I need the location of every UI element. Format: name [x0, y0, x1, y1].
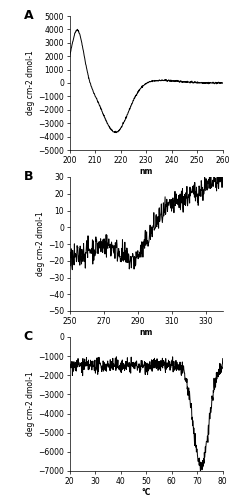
Text: C: C [24, 330, 33, 344]
Y-axis label: deg cm-2 dmol-1: deg cm-2 dmol-1 [36, 212, 45, 276]
Text: B: B [24, 170, 33, 183]
Y-axis label: deg cm-2 dmol-1: deg cm-2 dmol-1 [26, 50, 35, 116]
Text: A: A [24, 10, 33, 22]
X-axis label: °C: °C [141, 488, 150, 498]
Y-axis label: deg cm-2 dmol-1: deg cm-2 dmol-1 [26, 372, 35, 436]
X-axis label: nm: nm [139, 168, 152, 176]
X-axis label: nm: nm [139, 328, 152, 338]
